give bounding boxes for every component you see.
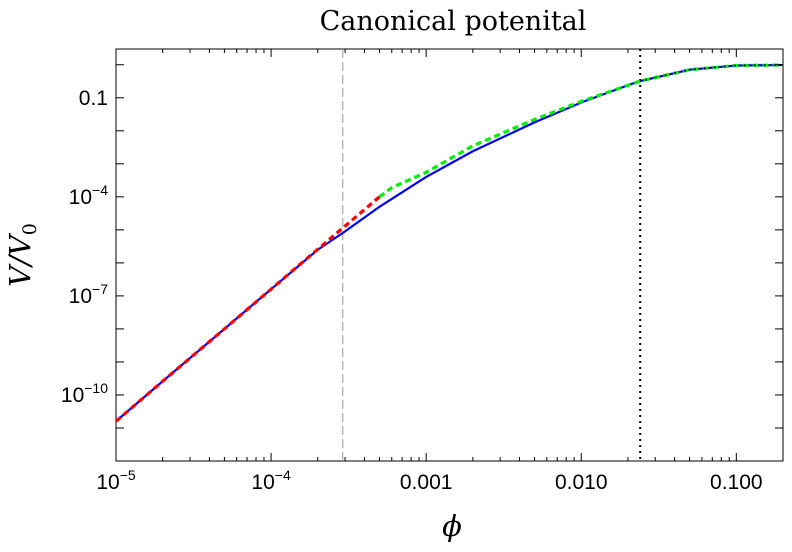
x-tick-label-0: 10−5 bbox=[96, 467, 136, 494]
series-layer bbox=[114, 63, 784, 423]
y-tick-label-3: 0.1 bbox=[79, 87, 108, 110]
x-axis-label: ϕ bbox=[442, 509, 462, 543]
series-2-line bbox=[114, 195, 381, 423]
series-4-line bbox=[639, 64, 784, 82]
y-axis-ticks: 10−10 10−7 10−4 0.1 bbox=[61, 64, 783, 462]
chart-title: Canonical potenital bbox=[320, 6, 587, 37]
x-tick-label-1: 10−4 bbox=[251, 467, 291, 494]
x-tick-label-3: 0.010 bbox=[555, 471, 608, 494]
x-tick-label-2: 0.001 bbox=[400, 471, 453, 494]
y-axis-label-subscript: 0 bbox=[19, 223, 41, 235]
plot-frame bbox=[115, 48, 784, 462]
x-tick-label-4: 0.100 bbox=[710, 471, 763, 494]
y-tick-label-2: 10−4 bbox=[69, 182, 109, 209]
y-tick-label-0: 10−10 bbox=[61, 380, 108, 407]
y-tick-label-1: 10−7 bbox=[69, 281, 109, 308]
y-axis-label: V/V0 bbox=[3, 223, 41, 287]
series-3-line bbox=[378, 63, 784, 199]
reference-lines bbox=[342, 49, 642, 461]
y-axis-label-main: V/V bbox=[3, 232, 37, 287]
series-1-line bbox=[115, 63, 784, 423]
x-axis-ticks: 10−5 10−4 0.001 0.010 0.100 bbox=[96, 49, 784, 494]
